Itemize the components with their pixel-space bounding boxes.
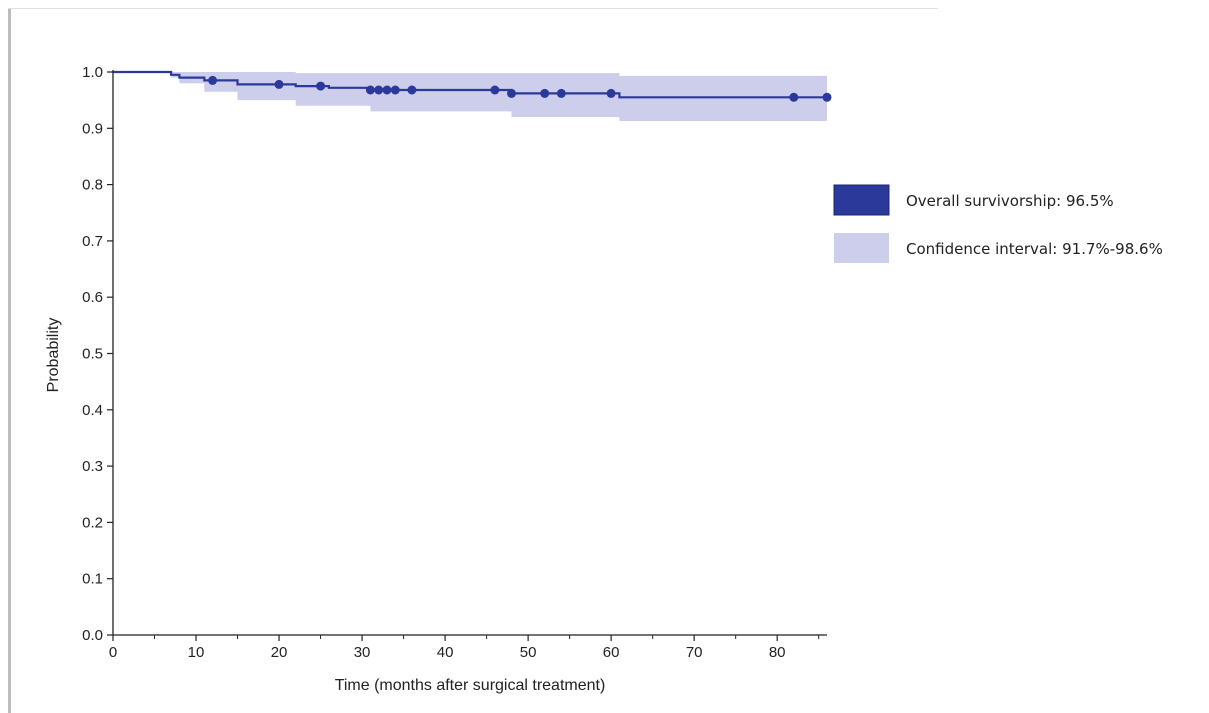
x-tick-label: 20 (271, 644, 288, 661)
x-tick-label: 0 (109, 644, 117, 661)
y-tick-label: 0.5 (82, 346, 103, 363)
censor-point (382, 85, 392, 95)
x-tick-label: 60 (603, 644, 620, 661)
x-tick-label: 30 (354, 644, 371, 661)
y-tick-label: 1.0 (82, 64, 103, 81)
censor-point (540, 88, 550, 98)
censor-point (490, 85, 500, 95)
figure-frame-left (8, 8, 11, 713)
x-tick-label: 40 (437, 644, 454, 661)
censor-point (507, 88, 516, 98)
x-tick-label: 10 (188, 644, 205, 661)
censor-point (316, 81, 326, 91)
legend-label-survivorship: Overall survivorship: 96.5% (906, 192, 1114, 210)
censor-marks-layer (208, 75, 832, 102)
y-tick-label: 0.8 (82, 177, 103, 194)
x-tick-label: 50 (520, 644, 537, 661)
y-axis-title: Probability (45, 318, 62, 393)
x-tick-label: 80 (769, 644, 786, 661)
legend: Overall survivorship: 96.5% Confidence i… (833, 184, 1163, 263)
y-tick-label: 0.6 (82, 289, 103, 306)
censor-point (407, 85, 417, 95)
y-tick-label: 0.4 (82, 402, 103, 419)
censor-point (208, 75, 218, 85)
y-tick-label: 0.9 (82, 120, 103, 137)
y-tick-label: 0.0 (82, 627, 103, 644)
censor-point (374, 85, 384, 95)
legend-label-confidence: Confidence interval: 91.7%-98.6% (906, 240, 1163, 258)
x-axis-title: Time (months after surgical treatment) (335, 677, 606, 694)
y-tick-label: 0.2 (82, 514, 103, 531)
censor-point (365, 85, 375, 95)
censor-point (556, 88, 566, 98)
censor-point (822, 92, 832, 102)
censor-point (789, 92, 799, 102)
y-tick-label: 0.7 (82, 233, 103, 250)
censor-point (390, 85, 400, 95)
figure-frame-top (8, 8, 938, 9)
censor-point (274, 79, 284, 89)
y-tick-label: 0.3 (82, 458, 103, 475)
x-tick-label: 70 (686, 644, 703, 661)
y-tick-label: 0.1 (82, 571, 103, 588)
legend-swatch-survivorship (833, 184, 890, 216)
legend-swatch-confidence (834, 233, 889, 263)
censor-point (606, 88, 616, 98)
axes: 0.0 0.1 0.2 0.3 0.4 0.5 0.6 0.7 0.8 0.9 1.0 0 10 20 30… (82, 64, 827, 661)
